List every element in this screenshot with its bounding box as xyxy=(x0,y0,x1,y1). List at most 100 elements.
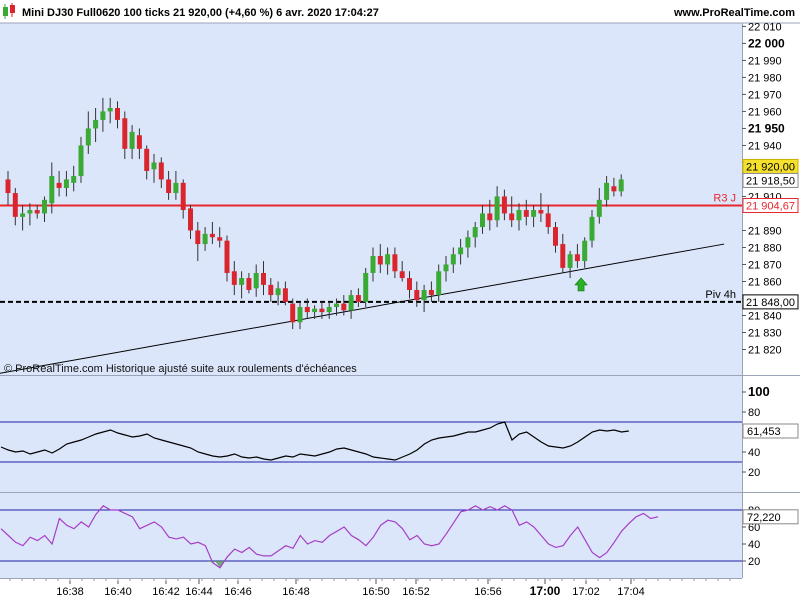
candle[interactable] xyxy=(246,272,252,294)
candle[interactable] xyxy=(231,261,237,296)
candle[interactable] xyxy=(5,170,11,205)
candle[interactable] xyxy=(319,301,325,319)
candle[interactable] xyxy=(63,170,69,197)
time-tick-label: 16:46 xyxy=(224,586,252,598)
candle[interactable] xyxy=(224,235,230,282)
candle[interactable] xyxy=(589,210,595,248)
candle[interactable] xyxy=(341,295,347,316)
oscillator-1-panel[interactable]: 100 80 40 20 61,453 xyxy=(0,384,799,479)
candle[interactable] xyxy=(297,301,303,330)
oscillator-2-panel[interactable]: 8060402072,220 xyxy=(0,505,799,569)
candle[interactable] xyxy=(268,278,274,302)
candle[interactable] xyxy=(158,157,164,188)
candle[interactable] xyxy=(49,162,55,214)
candle[interactable] xyxy=(516,203,522,231)
candle[interactable] xyxy=(385,247,391,275)
candle[interactable] xyxy=(604,176,610,207)
candle[interactable] xyxy=(421,284,427,313)
candle[interactable] xyxy=(428,281,434,302)
candle[interactable] xyxy=(377,244,383,273)
candle[interactable] xyxy=(531,204,537,228)
candle[interactable] xyxy=(209,221,215,245)
candle[interactable] xyxy=(370,247,376,282)
candle[interactable] xyxy=(42,196,47,222)
candle[interactable] xyxy=(450,247,456,273)
candle[interactable] xyxy=(56,170,62,197)
candle[interactable] xyxy=(115,101,120,129)
trend-line[interactable] xyxy=(0,243,725,374)
candle[interactable] xyxy=(304,298,310,319)
candle[interactable] xyxy=(480,204,485,234)
candle[interactable] xyxy=(436,264,442,302)
site-link[interactable]: www.ProRealTime.com xyxy=(673,7,795,19)
candle[interactable] xyxy=(399,261,405,282)
oscillator-2-line[interactable] xyxy=(0,505,659,569)
candle[interactable] xyxy=(144,145,150,180)
candle[interactable] xyxy=(501,189,507,221)
candle[interactable] xyxy=(217,227,223,248)
candle[interactable] xyxy=(538,193,544,222)
candle[interactable] xyxy=(151,153,157,183)
candle[interactable] xyxy=(596,187,602,224)
candle-body-up xyxy=(567,254,573,268)
candle[interactable] xyxy=(275,281,281,306)
candle[interactable] xyxy=(253,264,259,297)
candle[interactable] xyxy=(553,221,558,253)
candle[interactable] xyxy=(180,179,186,219)
candle[interactable] xyxy=(282,281,288,306)
candle[interactable] xyxy=(166,170,172,200)
candle[interactable] xyxy=(34,204,40,219)
candle[interactable] xyxy=(582,237,588,268)
candle[interactable] xyxy=(472,221,478,248)
candle[interactable] xyxy=(523,199,529,226)
candle[interactable] xyxy=(195,221,201,262)
candle[interactable] xyxy=(348,289,354,319)
candle[interactable] xyxy=(326,301,332,319)
candle[interactable] xyxy=(509,196,515,228)
candle[interactable] xyxy=(574,244,580,268)
candle[interactable] xyxy=(392,247,398,279)
candle[interactable] xyxy=(458,238,464,265)
candle[interactable] xyxy=(611,177,617,197)
candle[interactable] xyxy=(465,230,471,258)
price-panel[interactable]: 22 010 22 000 21 990 21 980 21 970 21 960 21 9… xyxy=(0,21,799,374)
time-tick-label: 17:00 xyxy=(530,584,561,598)
time-axis[interactable]: 16:38 16:40 16:42 16:44 16:46 16:48 16:50 16:52… xyxy=(9,579,731,598)
candle[interactable] xyxy=(567,250,573,279)
candle[interactable] xyxy=(545,204,551,234)
price-tick-label: 21 980 xyxy=(748,72,782,84)
candle[interactable] xyxy=(443,255,449,282)
candle[interactable] xyxy=(261,261,266,296)
candle[interactable] xyxy=(78,136,84,183)
candle[interactable] xyxy=(188,204,193,239)
candle[interactable] xyxy=(334,298,339,316)
candle[interactable] xyxy=(27,203,33,226)
candle[interactable] xyxy=(202,227,208,251)
oscillator-1-line[interactable] xyxy=(0,421,629,461)
candle[interactable] xyxy=(107,97,113,124)
candle[interactable] xyxy=(290,298,296,330)
candle[interactable] xyxy=(618,174,624,197)
candle[interactable] xyxy=(494,186,500,228)
candle[interactable] xyxy=(407,271,412,299)
candle[interactable] xyxy=(363,267,369,307)
candle[interactable] xyxy=(560,233,566,273)
candle[interactable] xyxy=(20,204,26,231)
candle[interactable] xyxy=(85,111,91,154)
candle[interactable] xyxy=(414,281,420,307)
candle[interactable] xyxy=(239,271,245,299)
candle[interactable] xyxy=(487,199,493,231)
candle-body-down xyxy=(355,295,361,302)
candle[interactable] xyxy=(136,128,142,160)
candle[interactable] xyxy=(100,97,106,132)
candle[interactable] xyxy=(71,165,77,192)
candle[interactable] xyxy=(312,305,318,319)
candle[interactable] xyxy=(93,108,99,143)
candle[interactable] xyxy=(122,111,128,160)
candle[interactable] xyxy=(355,288,361,307)
candle[interactable] xyxy=(129,125,135,160)
candle[interactable] xyxy=(12,187,18,226)
buy-signal-arrow-icon[interactable] xyxy=(574,277,588,292)
candle-body-down xyxy=(560,244,566,268)
candle[interactable] xyxy=(173,170,179,200)
